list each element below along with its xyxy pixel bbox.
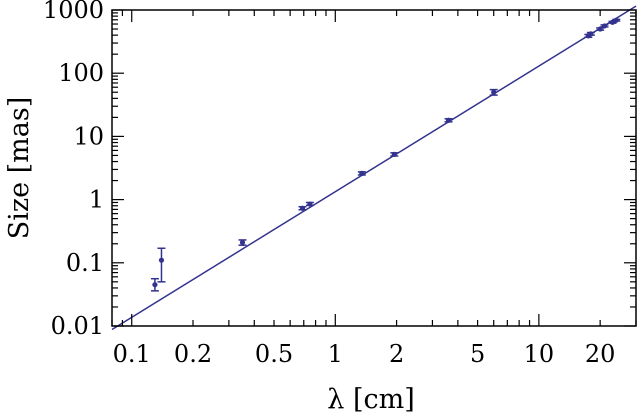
y-tick-label: 1000 — [43, 0, 104, 24]
data-point-14 — [612, 17, 621, 23]
data-point-12 — [600, 23, 609, 29]
fit-line — [111, 5, 637, 331]
point-marker — [391, 151, 397, 157]
x-tick-label: 20 — [585, 340, 616, 368]
x-tick-label: 5 — [470, 340, 485, 368]
y-tick-label: 0.1 — [66, 249, 104, 277]
data-points-layer — [150, 17, 621, 292]
point-marker — [299, 205, 306, 211]
point-marker — [152, 282, 158, 288]
y-tick-label: 100 — [58, 59, 104, 87]
y-tick-label: 0.01 — [51, 312, 104, 340]
point-marker — [239, 239, 246, 246]
point-marker — [601, 23, 608, 29]
data-point-2 — [238, 239, 247, 246]
data-point-0 — [150, 277, 159, 292]
fit-line-layer — [111, 5, 637, 331]
point-marker — [597, 26, 603, 32]
x-tick-label: 0.2 — [174, 340, 212, 368]
point-marker — [445, 117, 452, 123]
data-point-3 — [298, 205, 307, 211]
y-tick-labels: 0.01 0.1 1 10 100 1000 — [43, 0, 104, 340]
data-point-7 — [444, 117, 453, 123]
ticks-layer — [111, 9, 637, 327]
data-point-4 — [305, 201, 314, 207]
point-marker — [359, 170, 365, 176]
x-tick-label: 10 — [524, 340, 555, 368]
y-axis-label: Size [mas] — [4, 97, 35, 240]
data-point-5 — [357, 170, 366, 176]
data-point-10 — [586, 31, 595, 37]
x-tick-label: 2 — [389, 340, 404, 368]
point-marker — [158, 257, 165, 263]
y-tick-label: 1 — [89, 186, 104, 214]
point-marker — [307, 201, 313, 207]
x-tick-label: 0.1 — [113, 340, 151, 368]
point-marker — [613, 17, 619, 23]
data-point-11 — [596, 26, 605, 32]
data-point-8 — [489, 88, 498, 96]
x-axis-label: λ [cm] — [327, 384, 415, 415]
point-marker — [491, 89, 497, 95]
x-tick-label: 0.5 — [255, 340, 293, 368]
x-tick-labels: 0.1 0.2 0.5 1 2 5 10 20 — [113, 340, 616, 368]
data-point-6 — [390, 151, 399, 157]
data-point-1 — [157, 247, 166, 283]
point-marker — [588, 31, 594, 37]
plot-frame — [111, 9, 637, 327]
y-tick-label: 10 — [73, 122, 104, 150]
x-tick-label: 1 — [328, 340, 343, 368]
